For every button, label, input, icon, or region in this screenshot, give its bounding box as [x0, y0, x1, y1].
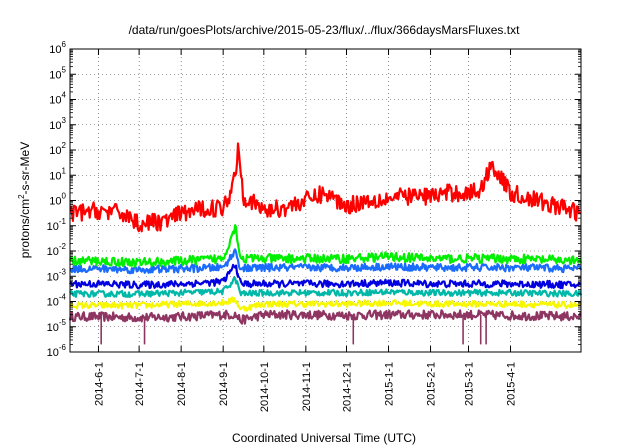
x-tick-label: 2014-6-1: [93, 362, 105, 406]
y-tick-label: 10-3: [47, 267, 67, 283]
y-tick-label: 10-2: [47, 242, 67, 258]
y-axis-title-rest: -s-sr-MeV: [18, 142, 32, 195]
y-tick-label-exponent: -2: [59, 242, 67, 251]
series-line-7: [68, 224, 583, 268]
y-tick-label-exponent: 3: [62, 116, 67, 125]
x-axis-title: Coordinated Universal Time (UTC): [232, 431, 416, 445]
x-tick-label: 2014-9-1: [218, 362, 230, 406]
y-tick-label: 10-1: [47, 217, 67, 233]
y-tick-label-exponent: -4: [59, 293, 67, 302]
x-tick-label: 2015-2-1: [426, 362, 438, 406]
y-tick-label: 101: [49, 166, 66, 182]
series-line-8: [69, 142, 582, 233]
x-tick-label: 2015-3-1: [463, 362, 475, 406]
y-tick-label: 100: [49, 192, 66, 208]
y-tick-label-base: 10: [49, 120, 61, 132]
series-line-1: [68, 309, 582, 325]
y-tick-label: 103: [49, 116, 66, 132]
x-tick-label: 2014-10-1: [259, 362, 271, 412]
x-axis-ticks: 2014-6-1 2014-7-1 2014-8-1 2014-9-1 2014-10-…: [93, 49, 518, 412]
y-tick-label-base: 10: [49, 145, 61, 157]
y-tick-label-base: 10: [49, 44, 61, 56]
y-tick-label-base: 10: [47, 322, 59, 334]
series-line-2: [68, 296, 582, 312]
y-axis-title: protons/cm2-s-sr-MeV: [17, 142, 32, 258]
y-tick-label: 10-4: [47, 293, 67, 309]
x-tick-label: 2014-11-1: [301, 362, 313, 411]
x-tick-label: 2015-4-1: [506, 362, 518, 406]
y-tick-label-exponent: 0: [62, 192, 67, 201]
y-tick-label-base: 10: [47, 221, 59, 233]
y-tick-label-exponent: 2: [62, 141, 67, 150]
y-tick-label-base: 10: [49, 95, 61, 107]
y-tick-label-exponent: -1: [59, 217, 67, 226]
y-axis-ticks: 10-610-510-410-310-210-11001011021031041…: [47, 40, 581, 359]
y-tick-label-base: 10: [47, 297, 59, 309]
y-tick-label-exponent: -3: [59, 267, 67, 276]
y-tick-label-exponent: 5: [62, 65, 67, 74]
chart-title: /data/run/goesPlots/archive/2015-05-23/f…: [129, 23, 521, 37]
y-tick-label-exponent: 6: [62, 40, 67, 49]
y-tick-label: 102: [49, 141, 66, 157]
y-tick-label-base: 10: [47, 347, 59, 359]
x-tick-label: 2015-1-1: [384, 362, 396, 406]
series-line-3: [69, 276, 583, 298]
y-tick-label-base: 10: [49, 170, 61, 182]
y-tick-label: 10-6: [47, 343, 67, 359]
x-tick-label: 2014-12-1: [342, 362, 354, 412]
y-tick-label: 105: [49, 65, 66, 81]
y-tick-label-base: 10: [49, 196, 61, 208]
y-tick-label: 104: [49, 91, 66, 107]
y-tick-label-exponent: -6: [59, 343, 67, 352]
y-tick-label-base: 10: [47, 271, 59, 283]
y-tick-label-base: 10: [47, 246, 59, 258]
x-tick-label: 2014-8-1: [176, 362, 188, 406]
y-tick-label: 106: [49, 40, 66, 56]
y-tick-label-exponent: 4: [62, 91, 67, 100]
x-tick-label: 2014-7-1: [134, 362, 146, 406]
y-axis-title-superscript: 2: [17, 194, 26, 199]
series-layer: [68, 142, 583, 345]
series-line-4: [69, 263, 582, 290]
y-tick-label-base: 10: [49, 69, 61, 81]
y-tick-label-exponent: -5: [59, 318, 67, 327]
series-line-5: [68, 256, 582, 279]
series-line-6: [69, 248, 583, 275]
y-tick-label-exponent: 1: [62, 166, 67, 175]
y-tick-label: 10-5: [47, 318, 67, 334]
y-axis-title-main: protons/cm: [18, 199, 32, 258]
